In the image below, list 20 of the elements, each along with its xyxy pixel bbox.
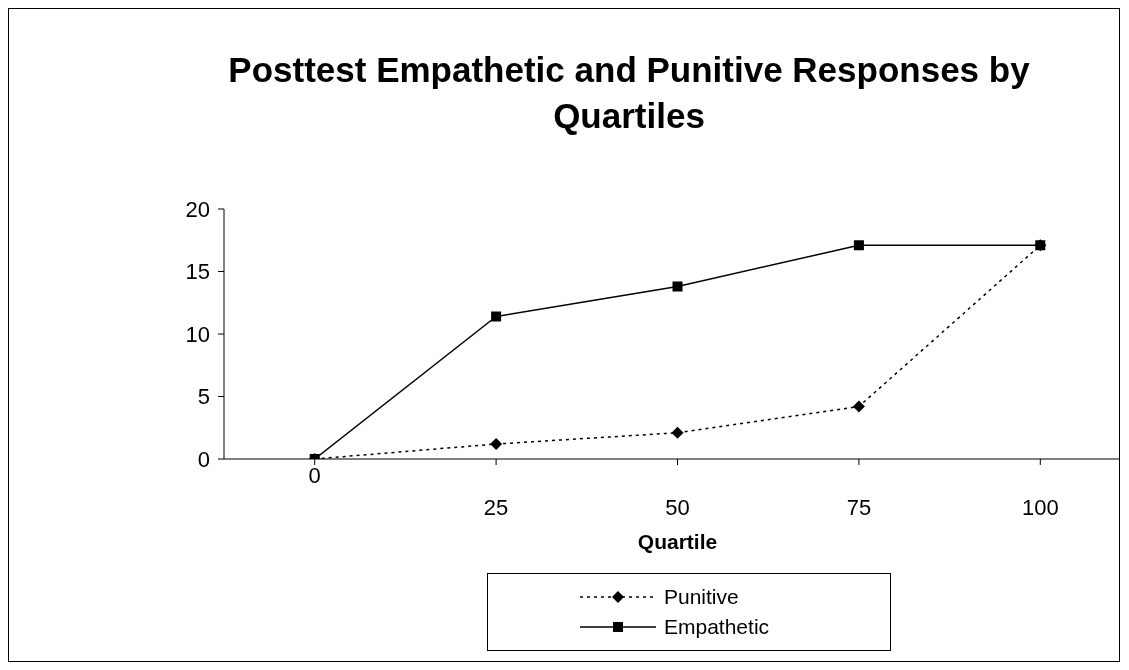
x-tick-label: 75 [846,495,872,520]
legend-label: Punitive [664,585,739,609]
x-tick-label: 50 [665,495,690,520]
x-axis-title: Quartile [637,530,718,553]
point [490,438,503,450]
y-tick-label: 0 [197,446,210,472]
point [672,281,683,292]
y-tick-label: 15 [185,259,210,285]
point [852,400,865,413]
y-tick-label: 10 [185,321,210,347]
x-tick-label: 100 [1021,495,1059,520]
point [1035,240,1046,251]
chart-title: Posttest Empathetic and Punitive Responses by Quartiles [227,49,1031,137]
y-tick-label: 5 [197,384,210,410]
legend-label: Empathetic [664,615,770,639]
x-tick-label: 25 [483,495,509,520]
point [671,426,684,439]
point [491,311,502,322]
point [853,240,864,251]
y-tick-label: 20 [185,196,210,222]
